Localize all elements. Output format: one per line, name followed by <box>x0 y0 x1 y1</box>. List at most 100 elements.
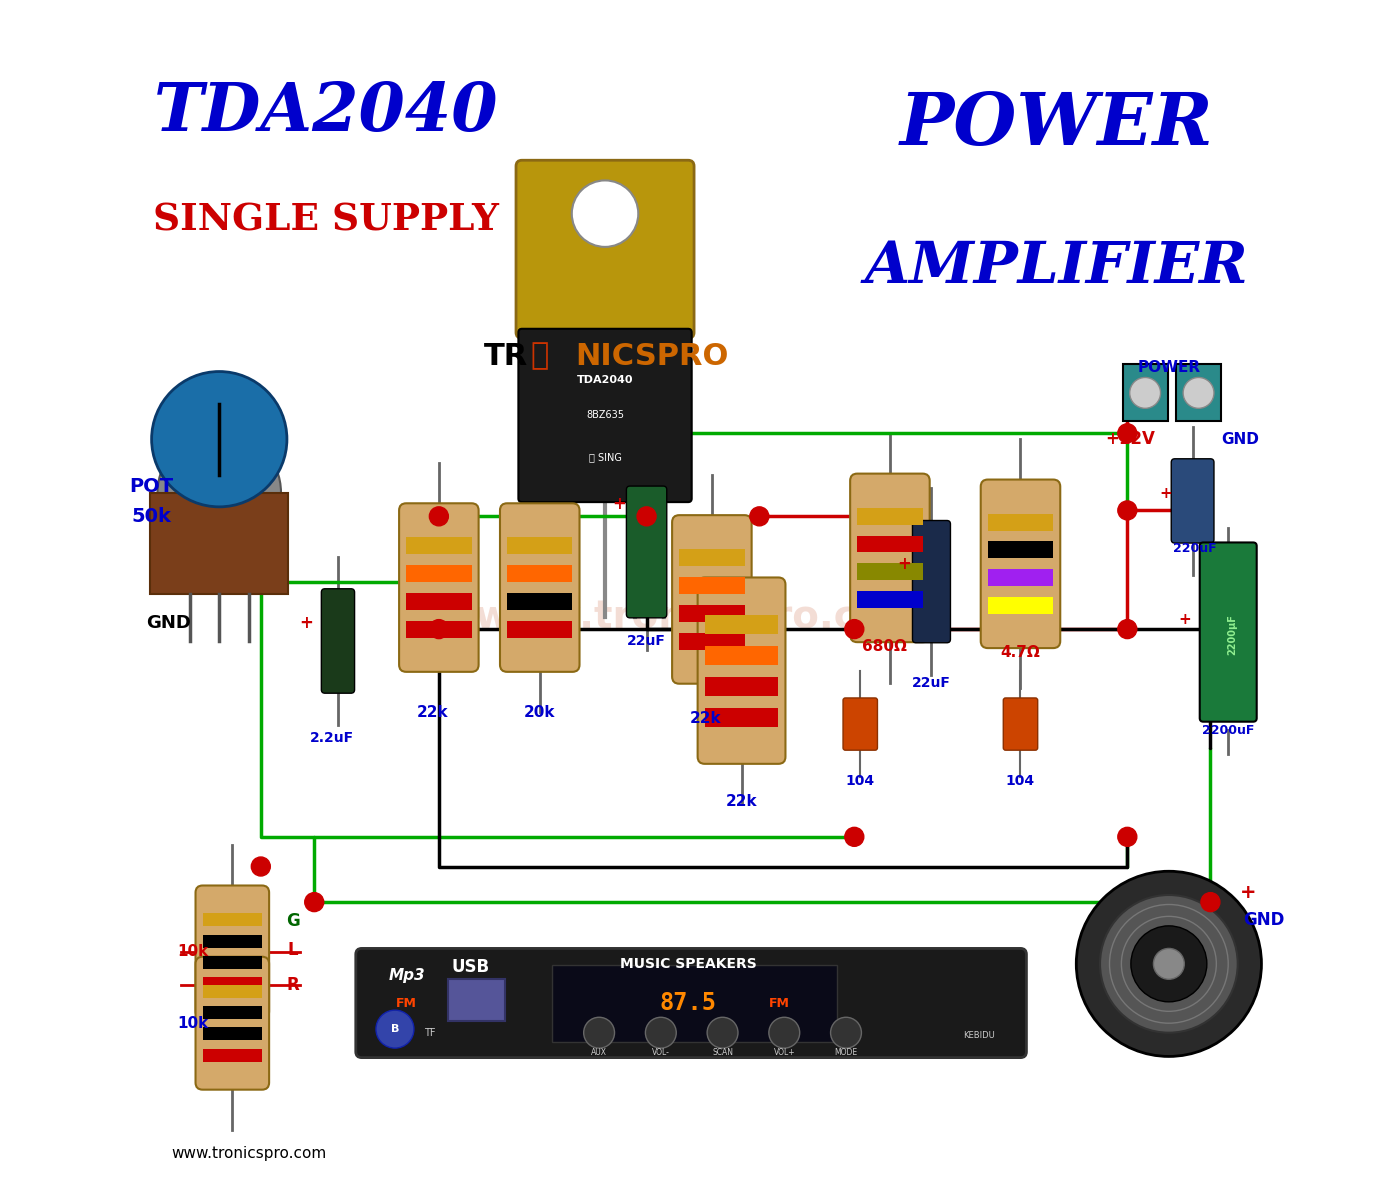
Bar <box>203 1005 262 1018</box>
Circle shape <box>707 1017 738 1048</box>
Bar <box>203 935 262 947</box>
FancyBboxPatch shape <box>626 487 666 617</box>
Text: 2200μF: 2200μF <box>1226 615 1236 655</box>
Circle shape <box>750 507 769 526</box>
Text: GND: GND <box>146 614 190 633</box>
Circle shape <box>430 620 448 639</box>
Bar <box>448 979 505 1021</box>
Text: 680Ω: 680Ω <box>861 640 906 654</box>
FancyBboxPatch shape <box>697 578 785 764</box>
FancyBboxPatch shape <box>672 515 752 684</box>
Bar <box>150 493 288 594</box>
Text: FM: FM <box>396 997 417 1009</box>
Circle shape <box>637 507 657 526</box>
Circle shape <box>584 1017 615 1048</box>
Text: 2200uF: 2200uF <box>1203 724 1254 736</box>
Text: 22k: 22k <box>690 711 722 725</box>
Text: VOL+: VOL+ <box>773 1048 795 1058</box>
Text: AUX: AUX <box>591 1048 608 1058</box>
Circle shape <box>1117 424 1137 443</box>
Circle shape <box>430 507 448 526</box>
Bar <box>1123 364 1168 421</box>
Text: 10k: 10k <box>178 945 209 959</box>
FancyBboxPatch shape <box>1172 459 1214 544</box>
Text: 104: 104 <box>1007 774 1035 788</box>
FancyBboxPatch shape <box>196 886 269 1018</box>
Bar <box>507 594 573 610</box>
FancyBboxPatch shape <box>981 480 1060 648</box>
Bar <box>679 550 745 566</box>
Circle shape <box>571 180 638 247</box>
Text: Β: Β <box>391 1024 399 1034</box>
Bar <box>406 594 472 610</box>
Text: 22uF: 22uF <box>627 634 666 648</box>
Bar <box>679 605 745 622</box>
Text: 2.2uF: 2.2uF <box>309 731 354 745</box>
Bar <box>988 541 1053 558</box>
FancyBboxPatch shape <box>399 503 479 672</box>
FancyBboxPatch shape <box>196 957 269 1090</box>
Bar <box>704 646 778 665</box>
Circle shape <box>305 893 323 912</box>
FancyBboxPatch shape <box>1200 542 1257 722</box>
Circle shape <box>1131 926 1207 1002</box>
Bar <box>988 597 1053 614</box>
FancyBboxPatch shape <box>500 503 580 672</box>
Bar <box>857 535 923 552</box>
Circle shape <box>158 431 281 554</box>
Text: TF: TF <box>424 1028 435 1037</box>
Text: GND: GND <box>1243 910 1285 929</box>
Circle shape <box>1117 620 1137 639</box>
Text: 4.7Ω: 4.7Ω <box>1001 646 1040 660</box>
Circle shape <box>151 372 287 507</box>
Text: MODE: MODE <box>834 1048 858 1058</box>
Text: VOL-: VOL- <box>652 1048 669 1058</box>
Text: MUSIC SPEAKERS: MUSIC SPEAKERS <box>620 957 756 971</box>
FancyBboxPatch shape <box>322 589 354 693</box>
Bar <box>988 570 1053 586</box>
Text: 20k: 20k <box>524 705 556 719</box>
Bar <box>857 508 923 525</box>
Text: L: L <box>287 940 298 959</box>
Bar <box>203 1027 262 1040</box>
Text: ⧀ SING: ⧀ SING <box>588 452 622 462</box>
Circle shape <box>377 1010 414 1048</box>
Bar <box>857 564 923 580</box>
Bar <box>203 978 262 990</box>
Text: TDA2040: TDA2040 <box>577 375 633 385</box>
Text: 22uF: 22uF <box>911 675 951 690</box>
Circle shape <box>1154 948 1184 979</box>
Circle shape <box>252 857 270 876</box>
Text: 22k: 22k <box>725 794 757 808</box>
Text: G: G <box>286 912 300 931</box>
Circle shape <box>645 1017 676 1048</box>
FancyBboxPatch shape <box>517 160 694 338</box>
Text: +: + <box>1159 487 1172 501</box>
Bar <box>704 707 778 726</box>
Text: Ⓞ: Ⓞ <box>531 342 549 370</box>
Text: 22k: 22k <box>417 705 449 719</box>
Text: POT: POT <box>130 477 174 496</box>
Text: +: + <box>1240 883 1257 902</box>
Bar <box>507 538 573 554</box>
Bar <box>988 514 1053 531</box>
Circle shape <box>1100 895 1238 1033</box>
Text: +12V: +12V <box>1105 430 1155 449</box>
Text: www.tronicspro.com: www.tronicspro.com <box>475 598 925 636</box>
Circle shape <box>1077 871 1261 1056</box>
Bar <box>1176 364 1221 421</box>
Bar <box>406 565 472 582</box>
Text: 220uF: 220uF <box>1173 542 1217 554</box>
Text: FM: FM <box>769 997 790 1009</box>
Text: TDA2040: TDA2040 <box>154 81 498 145</box>
Bar <box>704 615 778 634</box>
Circle shape <box>1201 893 1219 912</box>
Text: KEBIDU: KEBIDU <box>963 1030 995 1040</box>
FancyBboxPatch shape <box>518 329 692 502</box>
Bar <box>406 621 472 637</box>
Text: TR: TR <box>483 342 528 370</box>
Text: +: + <box>612 495 626 514</box>
Circle shape <box>844 827 864 846</box>
Text: +: + <box>1177 612 1190 627</box>
Bar <box>203 914 262 926</box>
